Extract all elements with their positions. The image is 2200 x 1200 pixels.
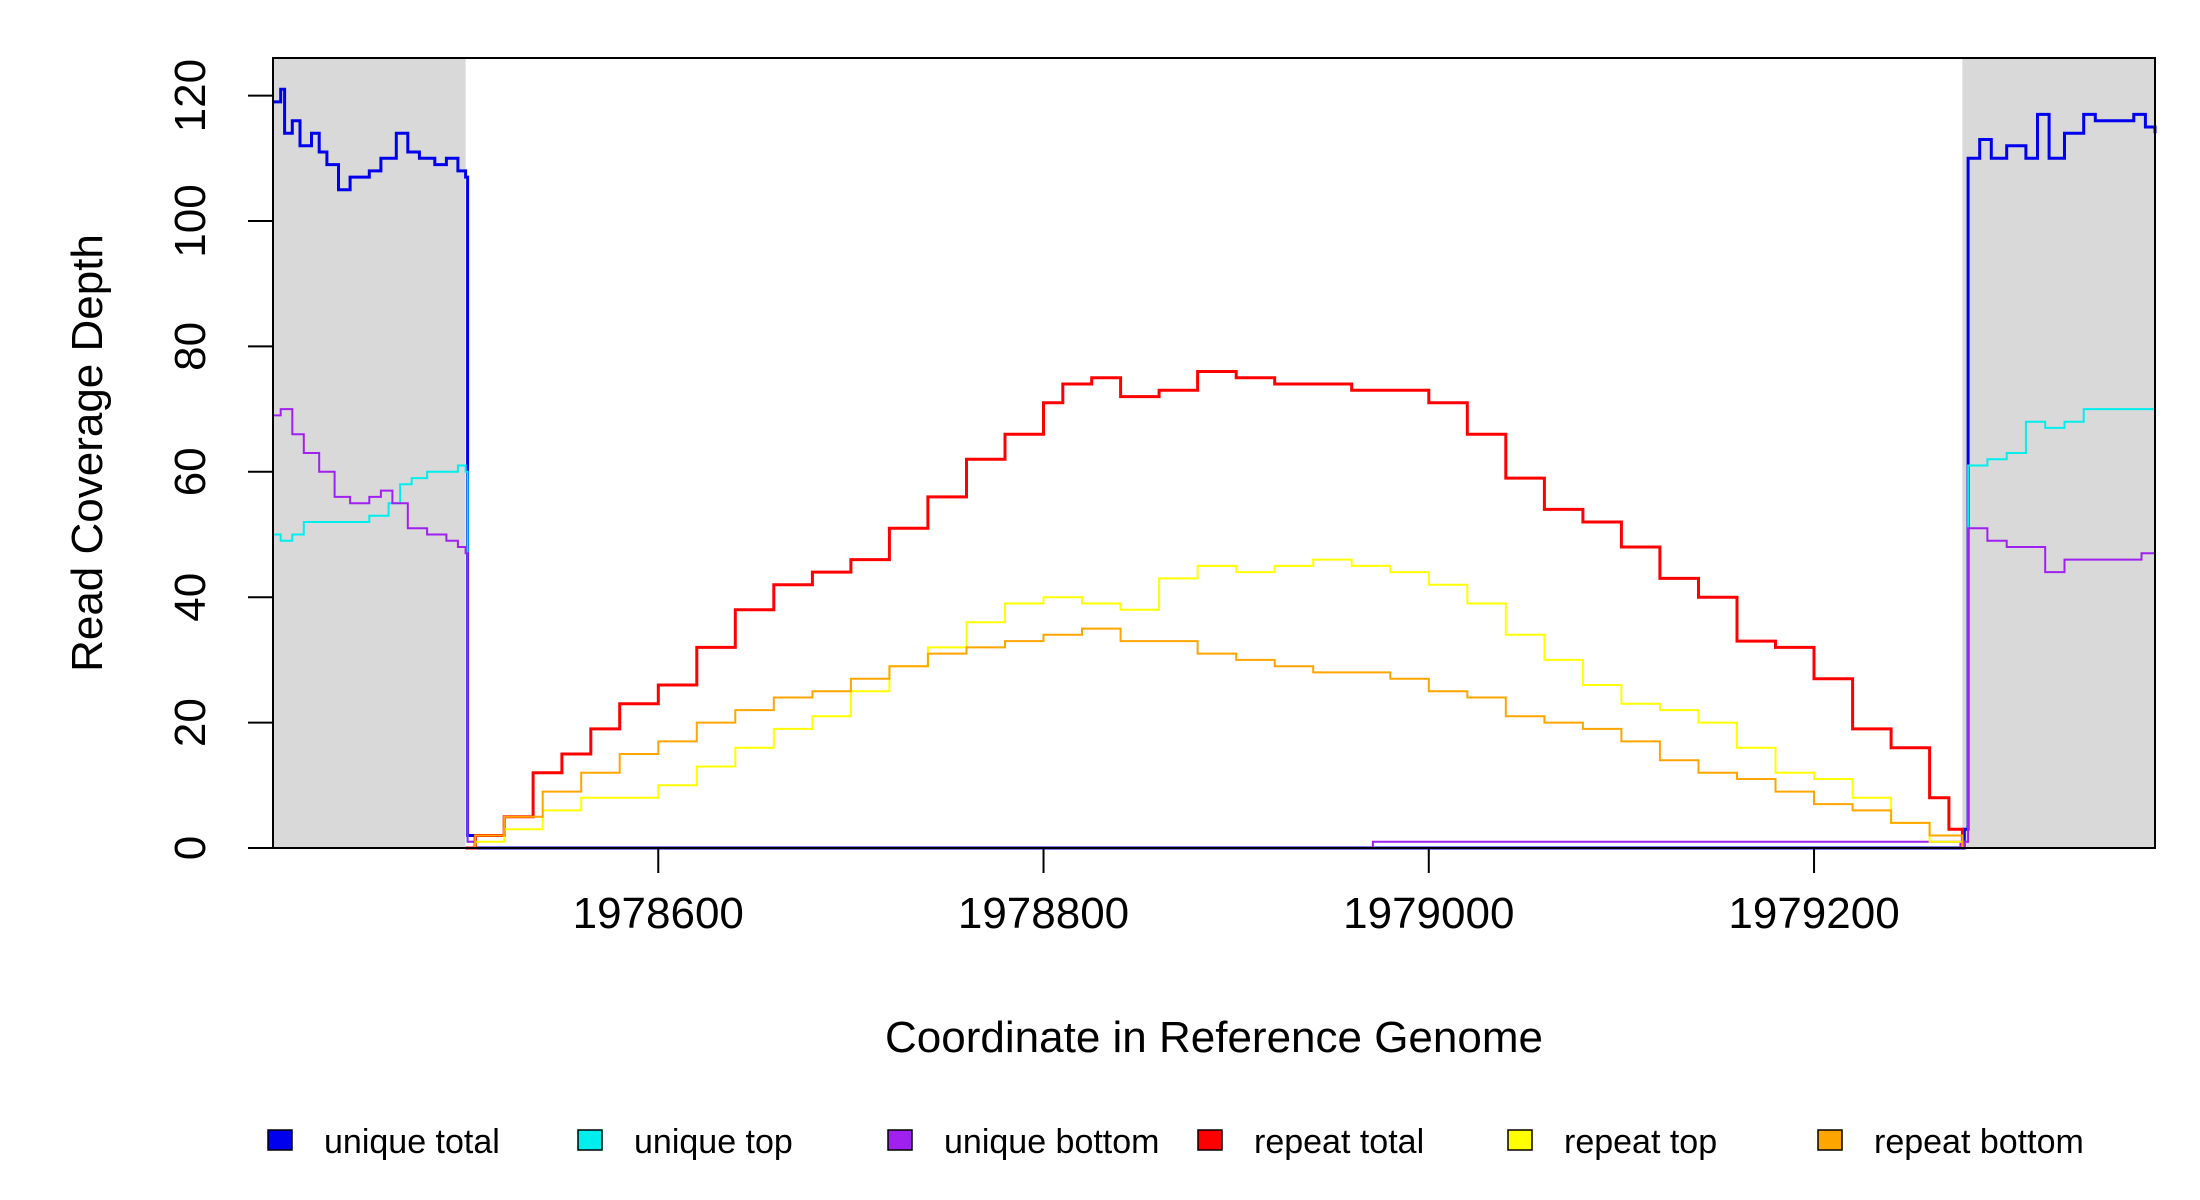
shaded-region-1 (1962, 58, 2155, 848)
y-tick-label-3: 60 (166, 447, 215, 496)
legend-label-2: unique bottom (944, 1123, 1160, 1161)
x-tick-label-2: 1979000 (1343, 889, 1514, 938)
series-line-0 (273, 87, 2157, 850)
legend-label-1: unique top (634, 1123, 793, 1161)
legend-swatch-1 (577, 1129, 603, 1151)
y-tick-label-0: 0 (166, 836, 215, 860)
series-layer (273, 87, 2157, 850)
x-tick-label-3: 1979200 (1728, 889, 1899, 938)
y-tick-label-4: 80 (166, 322, 215, 371)
legend-label-5: repeat bottom (1874, 1123, 2084, 1161)
y-axis-title: Read Coverage Depth (63, 234, 112, 672)
shaded-regions (273, 58, 2155, 848)
legend-label-4: repeat top (1564, 1123, 1717, 1161)
series-line-1 (273, 408, 2156, 849)
y-tick-label-5: 100 (166, 184, 215, 257)
legend-swatch-2 (887, 1129, 913, 1151)
x-axis: 1978600 1978800 1979000 1979200 (273, 847, 2155, 938)
legend-label-3: repeat total (1254, 1123, 1424, 1161)
legend-swatch-0 (267, 1129, 293, 1151)
x-tick-label-0: 1978600 (573, 889, 744, 938)
legend: unique total unique top unique bottom repea… (267, 1123, 2084, 1161)
x-tick-label-1: 1978800 (958, 889, 1129, 938)
series-line-2 (273, 408, 2156, 849)
x-axis-title: Coordinate in Reference Genome (885, 1013, 1543, 1062)
y-tick-label-1: 20 (166, 698, 215, 747)
legend-swatch-5 (1817, 1129, 1843, 1151)
legend-swatch-4 (1507, 1129, 1533, 1151)
series-line-3 (465, 370, 1964, 850)
series-line-4 (465, 558, 1964, 849)
series-line-5 (465, 627, 1964, 849)
y-tick-label-2: 40 (166, 573, 215, 622)
legend-swatch-3 (1197, 1129, 1223, 1151)
legend-label-0: unique total (324, 1123, 500, 1161)
y-axis: 0 20 40 60 80 100 120 (166, 59, 274, 860)
y-tick-label-6: 120 (166, 59, 215, 132)
